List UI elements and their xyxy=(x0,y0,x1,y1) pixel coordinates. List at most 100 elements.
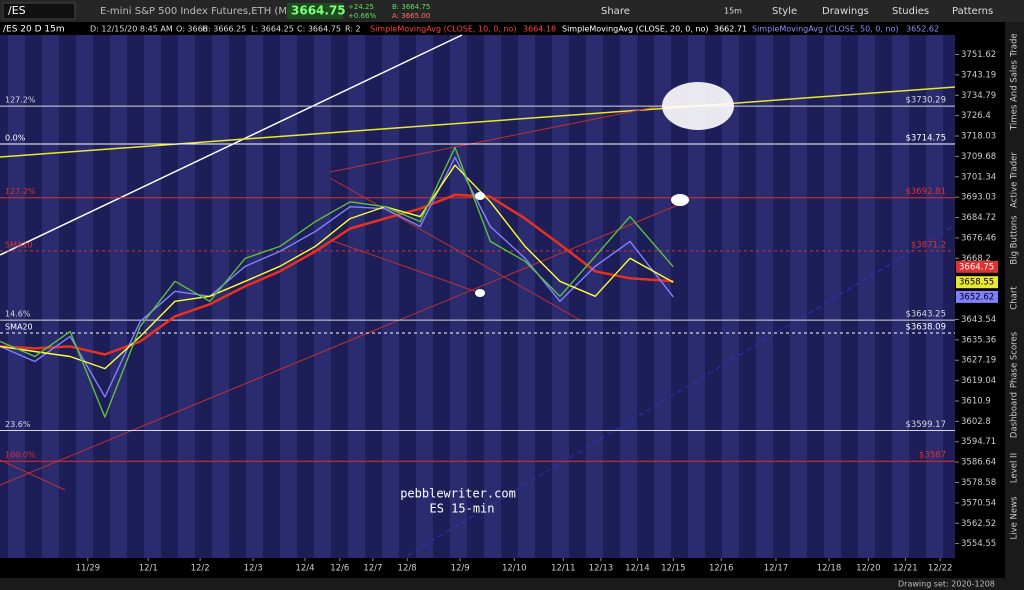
session-band xyxy=(382,35,399,558)
description: E-mini S&P 500 Index Futures,ETH (MAR 21… xyxy=(100,6,321,17)
header: /ES 20 D 15m D: 12/15/20 8:45 AM O: 3666… xyxy=(0,22,1024,35)
date-axis-labels: 11/29 12/1 12/2 12/3 12/4 12/6 12/7 12/8 12/9 12/… xyxy=(76,558,953,574)
session-band xyxy=(620,35,637,558)
series-line xyxy=(0,146,674,418)
y-tick-label: 3751.62 xyxy=(961,50,996,60)
level-price: $3599.17 xyxy=(905,420,946,430)
highlight xyxy=(671,194,689,206)
symbol-box[interactable] xyxy=(2,2,76,20)
trendline xyxy=(329,177,581,321)
change: +24.25 xyxy=(348,3,374,11)
y-tick-label: 3578.58 xyxy=(961,478,996,488)
trendline xyxy=(0,34,463,256)
patterns-button[interactable]: Patterns xyxy=(952,6,993,17)
series-line xyxy=(0,156,674,398)
close: C: 3664.75 xyxy=(297,25,341,34)
drawings xyxy=(0,34,956,561)
drawings-button[interactable]: Drawings xyxy=(822,6,869,17)
high: H: 3666.25 xyxy=(202,25,246,34)
session-band xyxy=(280,35,297,558)
sidebar-tab[interactable]: Big Buttons xyxy=(1010,215,1020,265)
trendline xyxy=(399,224,956,561)
sidebar-tab[interactable]: Trade xyxy=(1010,33,1020,57)
x-tick-label: 12/9 xyxy=(451,564,470,574)
plot-area xyxy=(0,35,955,558)
x-tick-label: 12/20 xyxy=(856,564,881,574)
session-bands xyxy=(8,35,943,558)
session-band xyxy=(314,35,331,558)
study-value: 3662.71 xyxy=(714,25,747,34)
y-tick-label: 3676.46 xyxy=(961,233,996,243)
symbol[interactable]: /ES xyxy=(8,4,26,17)
session-band xyxy=(246,35,263,558)
chart-id: /ES 20 D 15m xyxy=(3,25,65,35)
sidebar-tab[interactable]: Chart xyxy=(1010,286,1020,310)
session-band xyxy=(416,35,433,558)
price-axis-labels: 3751.62 3743.19 3734.79 3726.4 3718.03 3709.6… xyxy=(955,50,998,549)
bid: B: 3664.75 xyxy=(392,3,430,11)
last-value-label: 3658.55 xyxy=(959,278,994,288)
x-tick-label: 12/22 xyxy=(928,564,953,574)
session-band xyxy=(688,35,705,558)
series-line xyxy=(0,164,674,370)
trendline xyxy=(0,459,66,491)
sidebar-tab[interactable]: Dashboard xyxy=(1010,392,1020,438)
y-tick-label: 3570.54 xyxy=(961,498,996,508)
last-value-label: 3664.75 xyxy=(959,262,994,272)
session-band xyxy=(518,35,535,558)
y-tick-label: 3643.54 xyxy=(961,315,996,325)
y-tick-label: 3610.9 xyxy=(961,397,991,407)
sidebar-tab[interactable]: Phase Scores xyxy=(1010,331,1020,388)
studies-button[interactable]: Studies xyxy=(892,6,929,17)
sidebar-tab[interactable]: Live News xyxy=(1010,496,1020,540)
session-band xyxy=(926,35,943,558)
timeframe-button[interactable]: 15m xyxy=(724,7,742,16)
level-name: 14.6% xyxy=(5,310,31,319)
open: O: 3666 xyxy=(176,25,208,34)
level-name: 127.2% xyxy=(5,187,36,196)
last-box xyxy=(287,3,343,19)
level-price: $3714.75 xyxy=(905,134,946,144)
sidebar-tab[interactable]: Times And Sales xyxy=(1010,60,1020,131)
status: Drawing set: 2020-1208 xyxy=(898,580,995,589)
sidebar-tab[interactable]: Level II xyxy=(1010,453,1020,483)
session-band xyxy=(110,35,127,558)
session-band xyxy=(756,35,773,558)
session-band xyxy=(722,35,739,558)
ask: A: 3665.00 xyxy=(392,12,430,20)
x-tick-label: 12/10 xyxy=(502,564,527,574)
bar-date: D: 12/15/20 8:45 AM xyxy=(90,25,173,34)
session-band xyxy=(144,35,161,558)
study-label: SimpleMovingAvg (CLOSE, 20, 0, no) xyxy=(562,25,709,34)
y-tick-label: 3668.2 xyxy=(961,254,991,264)
x-tick-label: 12/1 xyxy=(139,564,158,574)
last-value-box xyxy=(956,260,998,273)
session-band xyxy=(76,35,93,558)
series-line xyxy=(0,193,674,356)
sidebar-tab[interactable]: Active Trader xyxy=(1010,152,1020,208)
y-tick-label: 3709.68 xyxy=(961,152,996,162)
annotation: pebblewriter.com xyxy=(400,487,516,501)
x-tick-label: 12/3 xyxy=(244,564,263,574)
date-axis xyxy=(0,558,955,578)
low: L: 3664.25 xyxy=(251,25,294,34)
level-name: 0.0% xyxy=(5,134,26,143)
style-button[interactable]: Style xyxy=(772,6,797,17)
x-tick-label: 12/6 xyxy=(330,564,349,574)
y-tick-label: 3718.03 xyxy=(961,132,996,142)
header-bg xyxy=(0,22,1024,35)
x-tick-label: 12/13 xyxy=(589,564,614,574)
highlight xyxy=(475,289,485,297)
study-value: 3664.18 xyxy=(523,25,556,34)
x-tick-label: 12/17 xyxy=(764,564,789,574)
y-tick-label: 3602.8 xyxy=(961,417,991,427)
x-tick-label: 12/7 xyxy=(363,564,382,574)
session-band xyxy=(348,35,365,558)
toolbar-bg xyxy=(0,0,1024,22)
level-name: 23.6% xyxy=(5,420,31,429)
x-tick-label: 11/29 xyxy=(76,564,101,574)
share-button[interactable]: Share xyxy=(601,6,630,17)
last-value-label: 3652.62 xyxy=(959,292,994,302)
x-tick-label: 12/2 xyxy=(191,564,210,574)
last-value-box xyxy=(956,276,998,289)
